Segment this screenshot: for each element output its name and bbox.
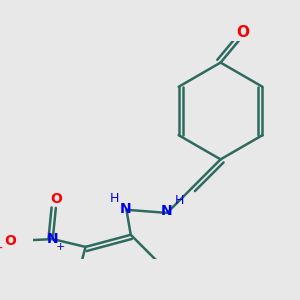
Text: O: O <box>237 26 250 40</box>
Text: O: O <box>4 234 16 248</box>
Text: +: + <box>56 242 65 252</box>
Text: N: N <box>47 232 58 246</box>
Text: N: N <box>120 202 131 216</box>
Text: O: O <box>51 191 63 206</box>
Text: -: - <box>0 242 2 256</box>
Text: H: H <box>109 192 119 205</box>
Text: N: N <box>161 204 173 218</box>
Text: H: H <box>175 194 184 207</box>
